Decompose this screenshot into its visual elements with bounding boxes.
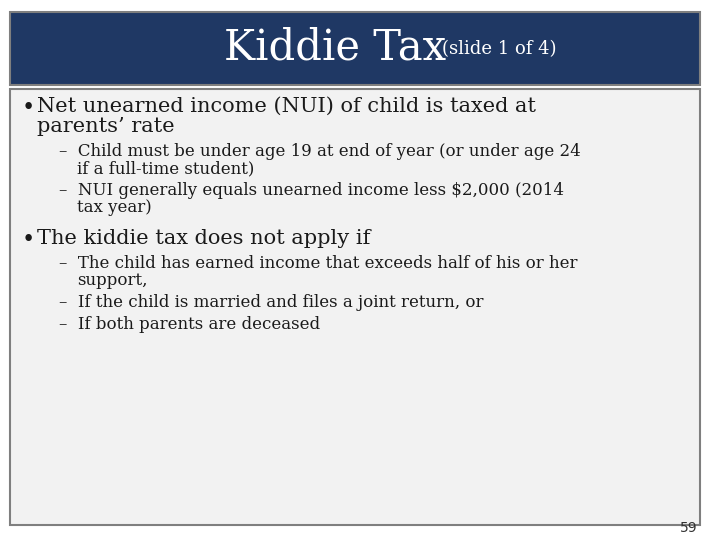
Text: The kiddie tax does not apply if: The kiddie tax does not apply if xyxy=(37,229,371,248)
Text: (slide 1 of 4): (slide 1 of 4) xyxy=(441,40,556,58)
Text: 59: 59 xyxy=(680,521,698,535)
Text: –  Child must be under age 19 at end of year (or under age 24: – Child must be under age 19 at end of y… xyxy=(59,143,581,160)
Text: –  If both parents are deceased: – If both parents are deceased xyxy=(59,316,320,333)
Text: –  If the child is married and files a joint return, or: – If the child is married and files a jo… xyxy=(59,294,484,311)
FancyBboxPatch shape xyxy=(10,89,700,525)
Text: tax year): tax year) xyxy=(77,199,152,216)
Text: Net unearned income (NUI) of child is taxed at: Net unearned income (NUI) of child is ta… xyxy=(37,97,536,116)
Text: parents’ rate: parents’ rate xyxy=(37,117,175,136)
Text: •: • xyxy=(22,229,35,251)
FancyBboxPatch shape xyxy=(10,12,700,85)
Text: if a full-time student): if a full-time student) xyxy=(77,160,254,177)
Text: support,: support, xyxy=(77,272,148,289)
Text: •: • xyxy=(22,97,35,119)
Text: Kiddie Tax: Kiddie Tax xyxy=(224,27,446,69)
Text: –  The child has earned income that exceeds half of his or her: – The child has earned income that excee… xyxy=(59,255,577,272)
Text: –  NUI generally equals unearned income less $2,000 (2014: – NUI generally equals unearned income l… xyxy=(59,182,564,199)
